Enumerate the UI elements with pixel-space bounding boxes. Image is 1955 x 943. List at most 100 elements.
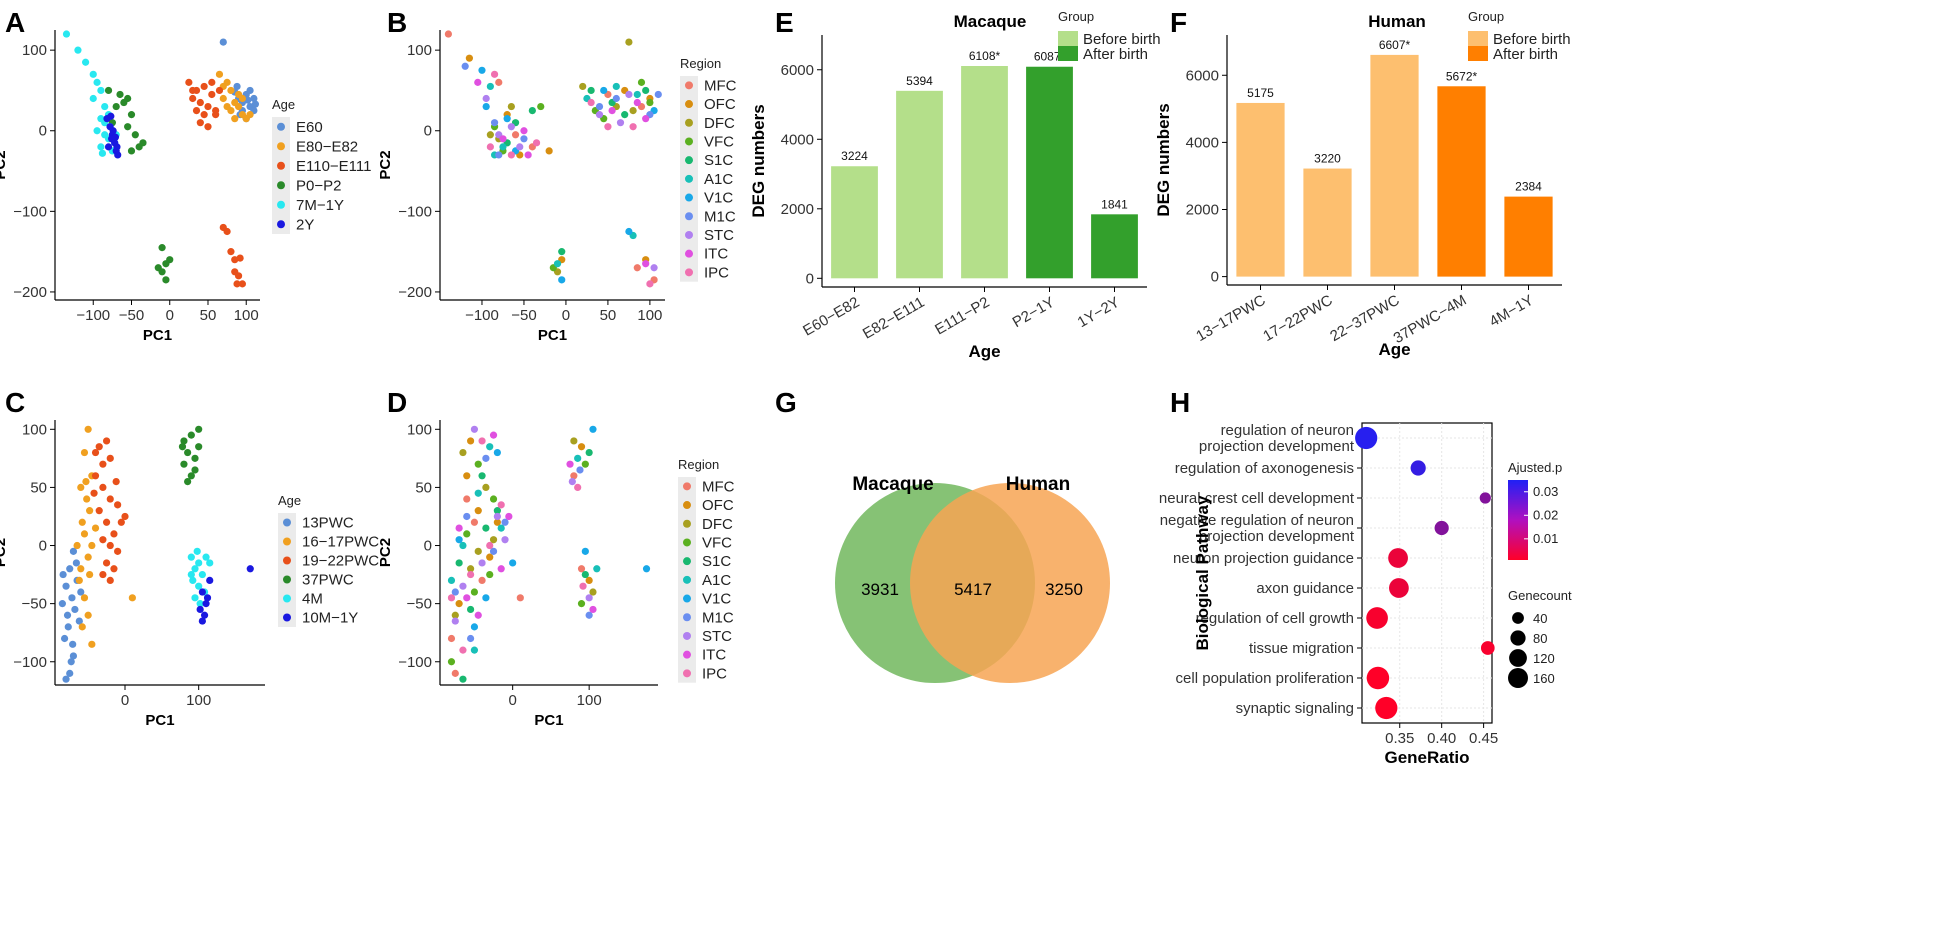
y-axis-label: DEG numbers	[749, 104, 768, 217]
data-point	[234, 102, 243, 111]
legend-item: 13PWC	[302, 515, 354, 532]
bar-chart-e: 0 2000 4000 6000 3224 E60−E82 5394 E82−E111 6108…	[749, 12, 1147, 361]
data-point	[202, 553, 210, 561]
data-point	[447, 594, 456, 602]
data-point	[114, 151, 122, 159]
legend-item: OFC	[704, 96, 736, 113]
data-point	[625, 38, 633, 46]
data-point	[447, 658, 456, 666]
data-point	[91, 524, 100, 532]
y-tick-label: −100	[398, 654, 432, 671]
data-point	[196, 600, 204, 608]
size-tick-label: 160	[1533, 671, 1555, 686]
data-point	[470, 623, 479, 631]
pathway-label: regulation of axonogenesis	[1175, 460, 1354, 477]
data-point	[158, 244, 166, 252]
data-point	[200, 111, 208, 119]
data-point	[93, 78, 101, 86]
data-point	[570, 437, 578, 445]
legend-item: S1C	[704, 152, 733, 169]
y-tick-label: −50	[22, 596, 47, 613]
bar-value-label: 5672*	[1446, 69, 1478, 83]
data-point	[577, 600, 586, 608]
data-point	[212, 111, 220, 119]
legend-item: 19−22PWC	[302, 553, 379, 570]
x-tick-label: 22−37PWC	[1327, 292, 1402, 345]
legend-item: A1C	[704, 171, 733, 188]
legend-title: Ajusted.p	[1508, 460, 1562, 475]
legend-swatch	[283, 518, 291, 527]
data-point	[104, 86, 113, 95]
legend-swatch	[685, 212, 693, 221]
y-axis-label: PC2	[0, 538, 9, 567]
data-point	[69, 640, 77, 648]
legend-item: VFC	[704, 133, 734, 150]
size-tick-label: 120	[1533, 651, 1555, 666]
data-point	[58, 600, 66, 608]
data-point	[82, 478, 90, 486]
data-point	[200, 82, 208, 91]
data-point	[117, 518, 125, 526]
data-point	[486, 143, 494, 151]
legend-swatch	[283, 556, 291, 565]
data-point	[180, 437, 188, 445]
data-point	[124, 94, 132, 103]
data-point	[489, 431, 498, 439]
data-point	[198, 570, 206, 579]
data-point	[585, 611, 593, 619]
legend-swatch	[283, 537, 291, 546]
chart-title: Macaque	[954, 12, 1027, 31]
y-tick-label: 2000	[781, 201, 814, 218]
data-point	[99, 570, 107, 579]
data-point	[470, 425, 479, 433]
legend-title: Age	[272, 97, 295, 112]
legend-swatch	[683, 557, 691, 566]
data-point	[587, 98, 595, 107]
data-point	[612, 82, 620, 91]
x-tick-label: 0	[508, 692, 516, 709]
bar	[1437, 86, 1486, 277]
legend-item: VFC	[702, 534, 732, 551]
data-point	[497, 565, 505, 573]
x-tick-label: −50	[511, 307, 536, 324]
data-point	[470, 588, 479, 596]
legend-swatch	[277, 181, 285, 190]
x-tick-label: 17−22PWC	[1260, 292, 1335, 345]
bar	[1236, 102, 1285, 277]
data-point	[158, 268, 166, 276]
data-point	[478, 576, 486, 584]
x-tick-label: 100	[186, 692, 211, 709]
legend-title: Group	[1058, 9, 1094, 24]
data-point	[489, 536, 498, 544]
data-point	[75, 576, 83, 584]
legend-item: 16−17PWC	[302, 534, 379, 551]
legend-swatch	[685, 174, 693, 183]
data-point	[86, 570, 94, 579]
y-tick-label: 4000	[1186, 134, 1219, 151]
data-point	[604, 123, 612, 131]
data-point	[447, 634, 456, 643]
data-point	[131, 131, 139, 139]
data-point	[111, 133, 120, 141]
pathway-label: regulation of cell growth	[1196, 610, 1354, 627]
data-point	[206, 576, 214, 584]
data-point	[478, 66, 486, 74]
data-point	[478, 437, 486, 445]
data-point	[198, 588, 206, 596]
y-axis-label: PC2	[377, 538, 394, 567]
data-point	[106, 495, 114, 503]
data-point	[463, 530, 471, 538]
data-point	[102, 437, 111, 445]
data-point	[246, 86, 254, 95]
size-tick-label: 40	[1533, 611, 1547, 626]
data-point	[69, 652, 78, 660]
data-point	[545, 147, 553, 155]
legend-item: IPC	[702, 665, 727, 682]
legend-item: 37PWC	[302, 572, 354, 589]
venn-count-intersection: 5417	[954, 580, 992, 599]
legend-swatch	[1058, 46, 1078, 61]
x-tick-label: 4M−1Y	[1486, 292, 1536, 331]
data-point	[585, 576, 593, 584]
